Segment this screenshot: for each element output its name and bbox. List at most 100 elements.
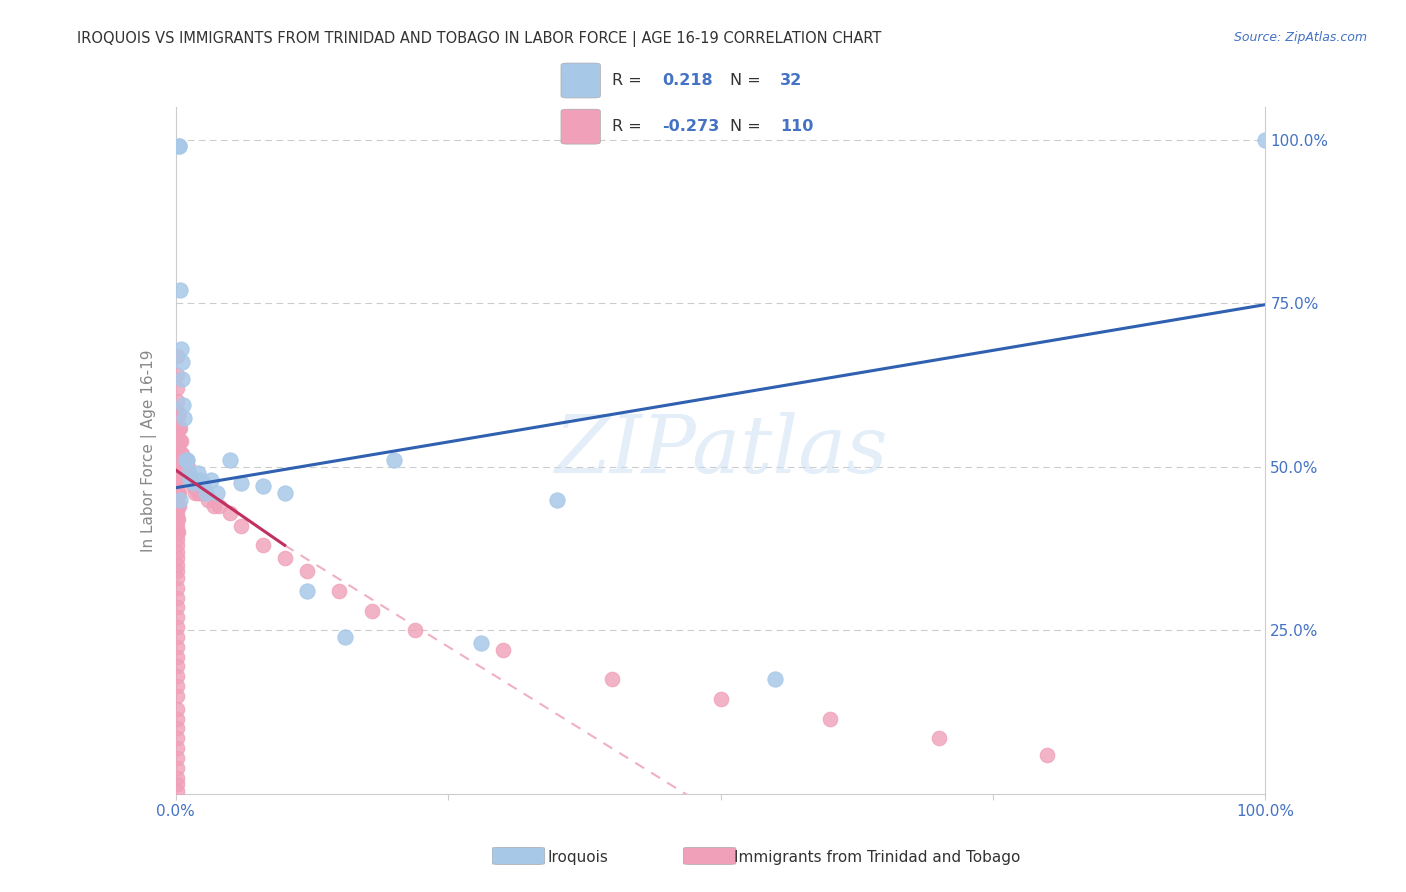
- Text: R =: R =: [612, 73, 647, 88]
- Point: [172, 355, 194, 369]
- Point: [181, 473, 204, 487]
- Point: [172, 447, 194, 461]
- Point: [179, 473, 201, 487]
- Point: [176, 467, 198, 481]
- Point: [167, 420, 190, 434]
- Point: [166, 581, 188, 595]
- Text: Iroquois: Iroquois: [547, 850, 607, 864]
- Text: -0.273: -0.273: [662, 120, 720, 134]
- Point: [166, 771, 188, 785]
- Point: [166, 751, 188, 765]
- Point: [166, 538, 188, 552]
- Point: [166, 610, 188, 624]
- Point: [169, 459, 191, 474]
- Point: [167, 499, 190, 513]
- Point: [186, 486, 209, 500]
- Point: [167, 473, 190, 487]
- Point: [166, 414, 188, 428]
- Point: [172, 371, 194, 385]
- Point: [197, 492, 219, 507]
- Point: [169, 420, 191, 434]
- Point: [167, 486, 190, 500]
- Point: [166, 349, 188, 363]
- Point: [172, 398, 194, 412]
- Point: [169, 447, 191, 461]
- Point: [360, 604, 382, 618]
- Point: [186, 467, 209, 481]
- Point: [252, 479, 274, 493]
- Point: [1254, 133, 1277, 147]
- Point: [166, 479, 188, 493]
- Point: [167, 408, 190, 422]
- Point: [183, 476, 205, 491]
- Point: [166, 453, 188, 467]
- Point: [333, 630, 356, 644]
- Point: [205, 486, 228, 500]
- Point: [166, 702, 188, 716]
- Point: [405, 624, 427, 638]
- Point: [166, 492, 188, 507]
- Point: [166, 761, 188, 775]
- Point: [166, 640, 188, 654]
- Point: [167, 525, 190, 540]
- Point: [166, 659, 188, 673]
- Point: [174, 459, 197, 474]
- Point: [191, 476, 214, 491]
- Point: [195, 486, 218, 500]
- Point: [166, 669, 188, 683]
- Point: [172, 453, 194, 467]
- Point: [1036, 747, 1059, 762]
- Point: [166, 545, 188, 559]
- Point: [166, 467, 188, 481]
- Point: [167, 512, 190, 526]
- Point: [166, 731, 188, 746]
- Point: [172, 467, 194, 481]
- Point: [274, 486, 297, 500]
- Point: [166, 518, 188, 533]
- Point: [166, 722, 188, 736]
- Point: [167, 139, 190, 153]
- Point: [166, 558, 188, 572]
- Point: [166, 712, 188, 726]
- Point: [166, 783, 188, 797]
- Point: [818, 712, 841, 726]
- Point: [492, 643, 515, 657]
- Point: [169, 434, 191, 448]
- Point: [252, 538, 274, 552]
- Point: [928, 731, 950, 746]
- Point: [208, 499, 231, 513]
- Text: 32: 32: [780, 73, 803, 88]
- Point: [167, 420, 190, 434]
- FancyBboxPatch shape: [561, 109, 600, 145]
- Point: [167, 408, 190, 422]
- Point: [169, 283, 191, 297]
- Point: [166, 459, 188, 474]
- Point: [176, 453, 198, 467]
- Point: [167, 434, 190, 448]
- Point: [166, 777, 188, 791]
- Point: [167, 447, 190, 461]
- Point: [295, 565, 318, 579]
- Text: Source: ZipAtlas.com: Source: ZipAtlas.com: [1233, 31, 1367, 45]
- Point: [166, 571, 188, 585]
- Point: [177, 467, 200, 481]
- Point: [174, 453, 197, 467]
- Point: [167, 459, 190, 474]
- Point: [231, 518, 253, 533]
- Point: [166, 473, 188, 487]
- Point: [166, 499, 188, 513]
- Point: [166, 434, 188, 448]
- Point: [166, 679, 188, 693]
- FancyBboxPatch shape: [683, 847, 735, 864]
- Point: [600, 673, 623, 687]
- Point: [181, 473, 204, 487]
- Text: R =: R =: [612, 120, 647, 134]
- Point: [191, 486, 214, 500]
- Point: [328, 584, 350, 599]
- Point: [166, 368, 188, 383]
- Point: [166, 525, 188, 540]
- Point: [166, 424, 188, 438]
- Text: Immigrants from Trinidad and Tobago: Immigrants from Trinidad and Tobago: [734, 850, 1019, 864]
- Point: [166, 630, 188, 644]
- Point: [382, 453, 405, 467]
